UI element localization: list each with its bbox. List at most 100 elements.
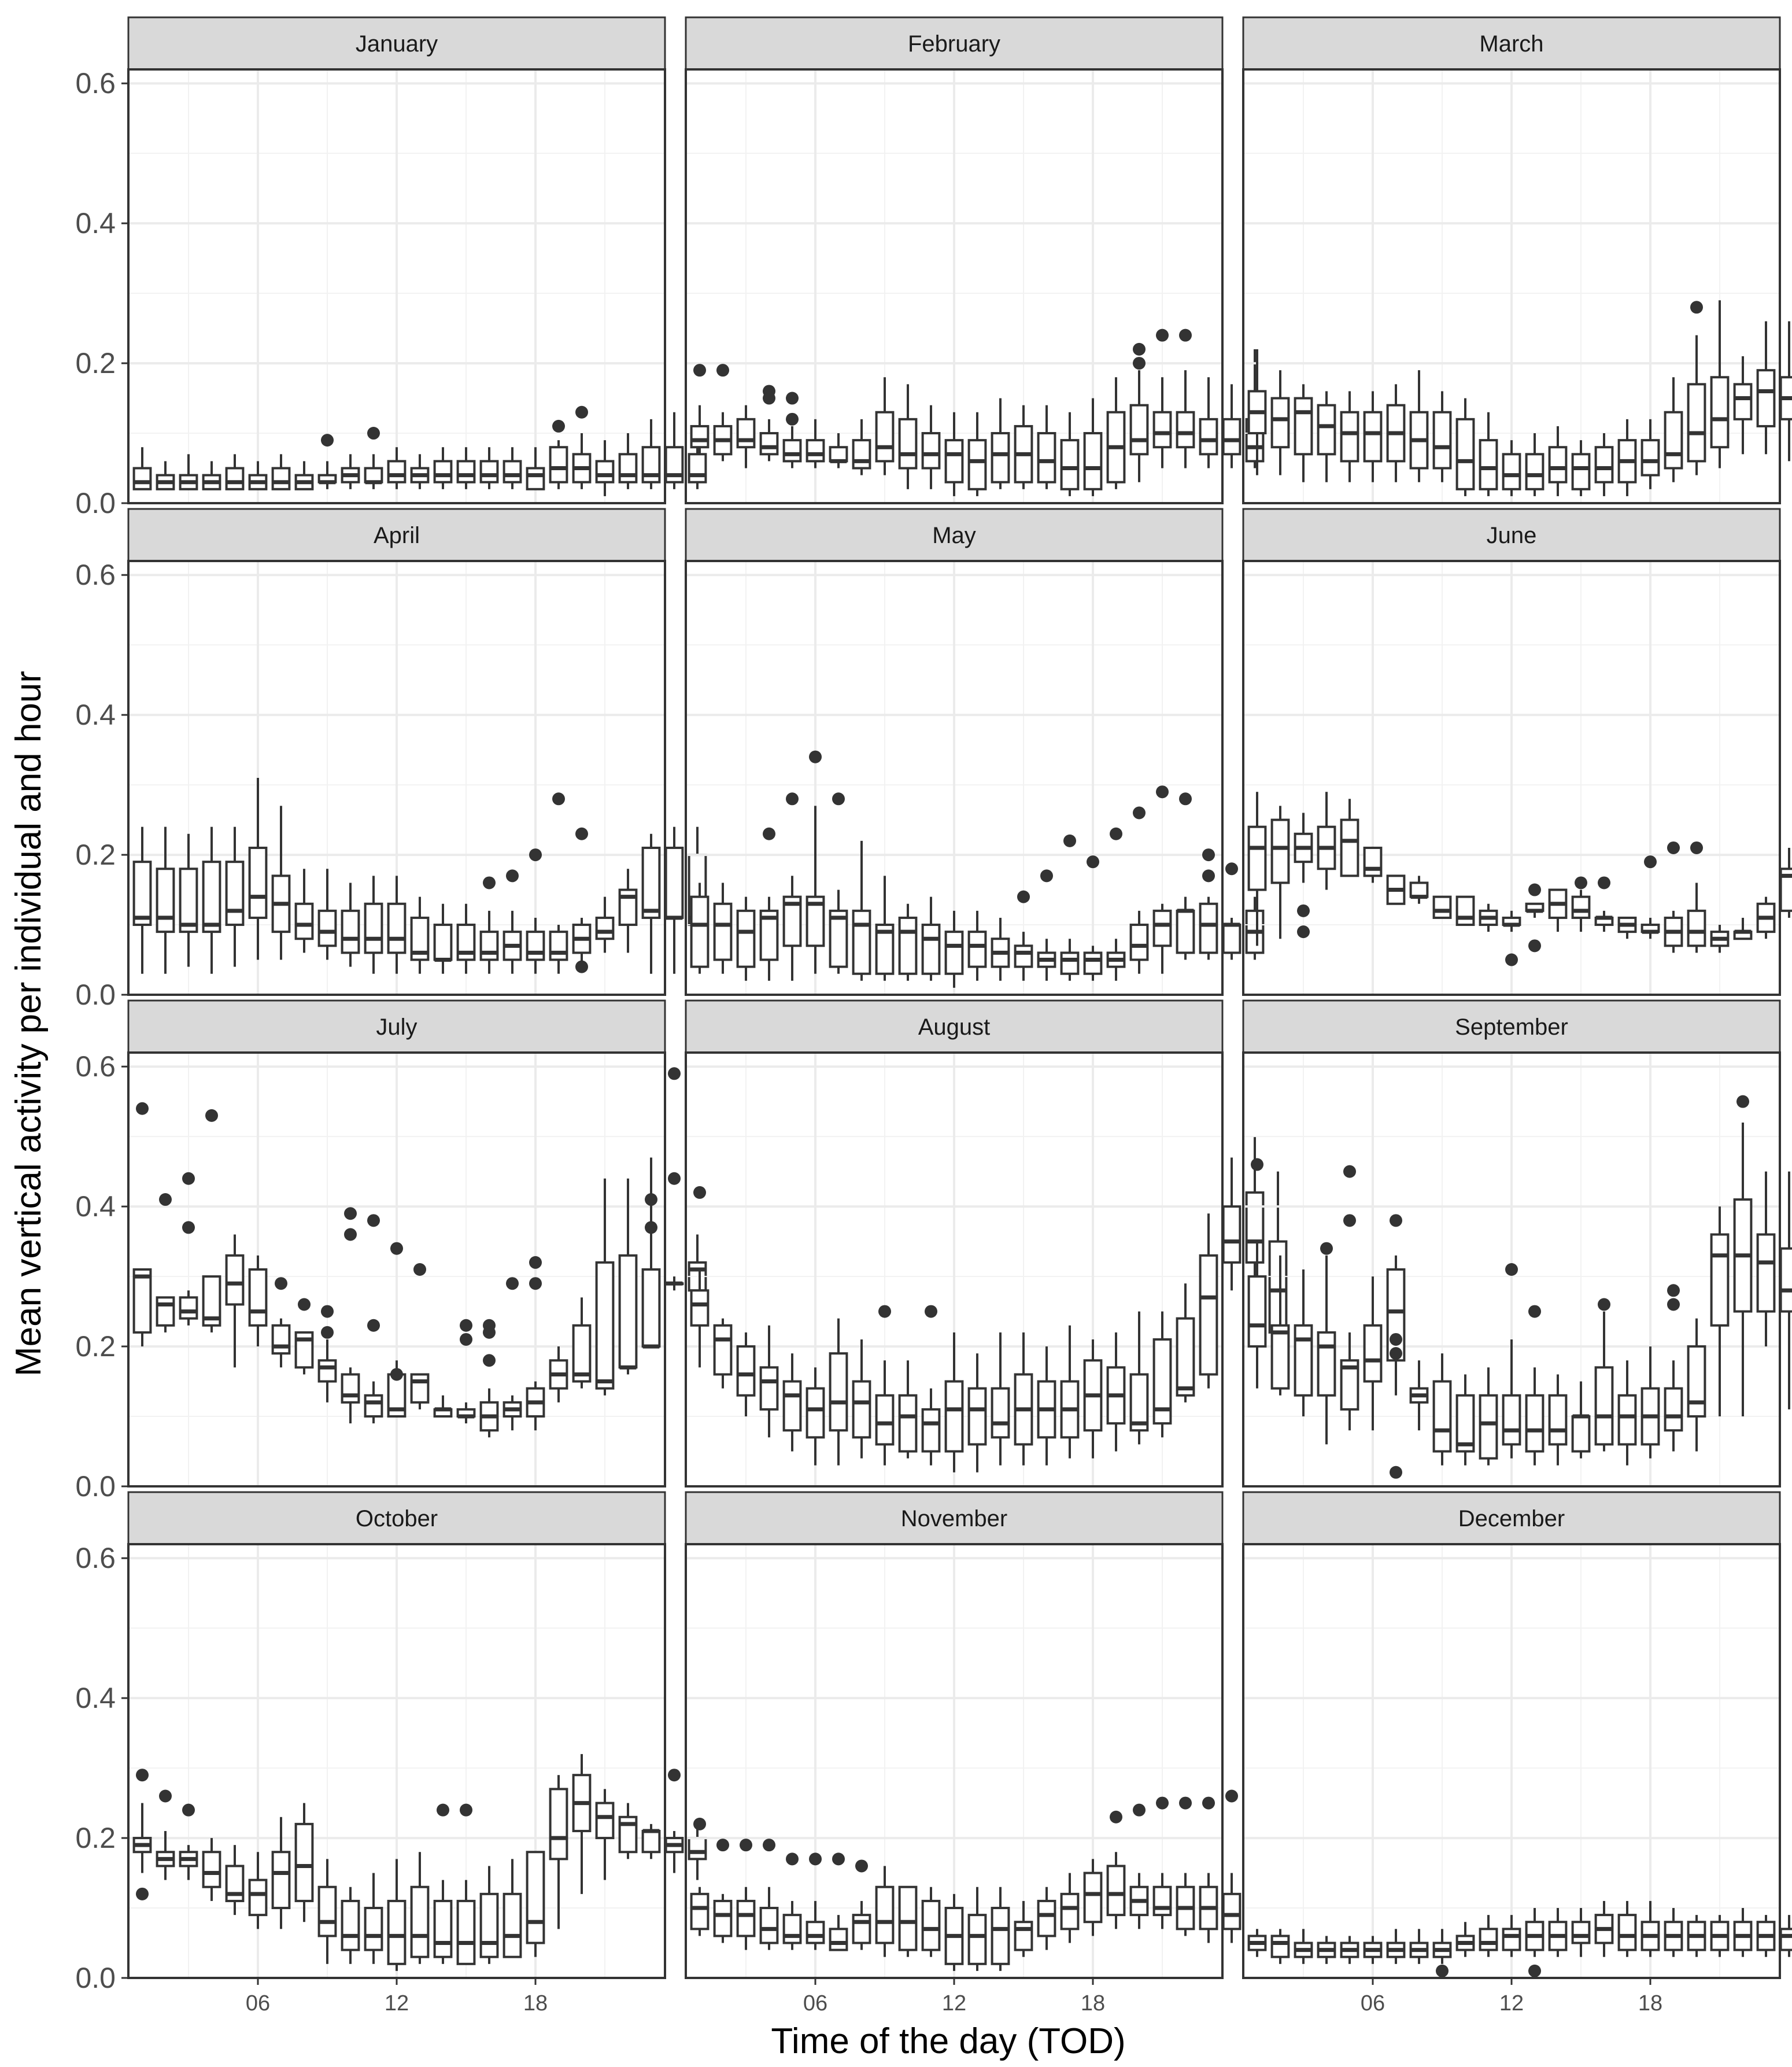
facet-panel: March [1242,16,1792,504]
box [156,826,175,974]
box-body [1363,846,1383,877]
box-body [1129,924,1149,961]
outlier-point [855,1859,868,1873]
box-body [1363,411,1383,463]
box [1129,910,1149,974]
box [271,1318,291,1368]
box [1617,419,1637,496]
box [1199,1873,1218,1943]
box [433,447,453,489]
box-body [341,1373,360,1404]
box-body [549,446,568,483]
box [132,1268,152,1347]
y-tick-label: 0.4 [75,1682,116,1714]
box [549,1775,568,1929]
box-body [618,1254,638,1369]
box [664,412,684,489]
box-body [364,902,383,954]
box [1710,1206,1730,1417]
box [1106,1852,1126,1929]
box [1479,903,1498,932]
box-body [1756,1233,1776,1313]
box-body [1270,818,1290,884]
box [782,1900,802,1950]
box [944,1332,964,1472]
outlier-point [159,1789,172,1803]
box-body [1268,1240,1288,1334]
box-body [503,460,522,483]
box-body [1222,1892,1242,1931]
box-body [782,1380,802,1432]
outlier-point [506,1277,519,1290]
box [1247,349,1267,475]
facet-panel: December 06 12 18 [1242,1491,1792,2016]
outlier-point [1297,904,1310,917]
box [341,1887,360,1964]
box-body [456,460,476,483]
box-body [991,1387,1010,1439]
outlier-point [182,1221,195,1234]
box-body [1060,439,1080,490]
outlier-point [390,1242,403,1255]
box-body [433,1899,453,1958]
box [875,876,895,981]
box [1060,939,1080,981]
box [1710,300,1730,468]
outlier-point [1505,953,1518,966]
box-body [595,1261,615,1390]
box-body [967,439,987,490]
outlier-point [1690,301,1703,314]
facet-strip-label: October [356,1506,438,1531]
box-body [921,1408,941,1453]
box [1363,846,1383,883]
outlier-point [1690,841,1703,854]
outlier-point [1528,939,1541,953]
box-body [736,909,756,968]
outlier-point [437,1803,449,1817]
outlier-point [483,1354,496,1367]
box-body [736,418,756,449]
box-body [852,909,871,975]
box-body [967,931,987,968]
outlier-point [832,1852,845,1866]
box [1014,932,1033,981]
box-body [1455,1394,1475,1453]
box-body [1479,1928,1498,1951]
outlier-point [786,792,799,806]
box [1083,1859,1103,1936]
box [1409,1360,1429,1431]
box [294,1803,314,1922]
box [1152,1873,1172,1929]
outlier-point [1179,328,1192,342]
y-tick-label: 0.2 [75,347,116,379]
outlier-point [1040,869,1053,883]
box [944,412,964,496]
box [1640,917,1660,939]
box [1548,1374,1568,1466]
box-body [713,1899,733,1937]
box-body [225,861,245,927]
box [852,419,871,475]
box-body [132,861,152,927]
outlier-point [483,1326,496,1339]
box [1594,433,1614,496]
y-tick-label: 0.4 [75,1190,116,1223]
box [572,917,592,967]
outlier-point [344,1207,357,1220]
panel-border [127,68,666,504]
box [1386,1929,1406,1964]
box [1664,1908,1683,1957]
box-body [690,1892,710,1931]
x-tick-label: 06 [1361,1991,1385,2016]
box-body [156,1296,175,1327]
outlier-point [645,1193,657,1206]
box [1106,377,1126,489]
box [1479,1915,1498,1957]
box [248,778,268,960]
box-body [1083,1872,1103,1924]
box-body [1710,376,1730,449]
box [944,1893,964,1971]
box [526,1851,545,1957]
box-body [1152,909,1172,947]
box [1571,889,1591,932]
